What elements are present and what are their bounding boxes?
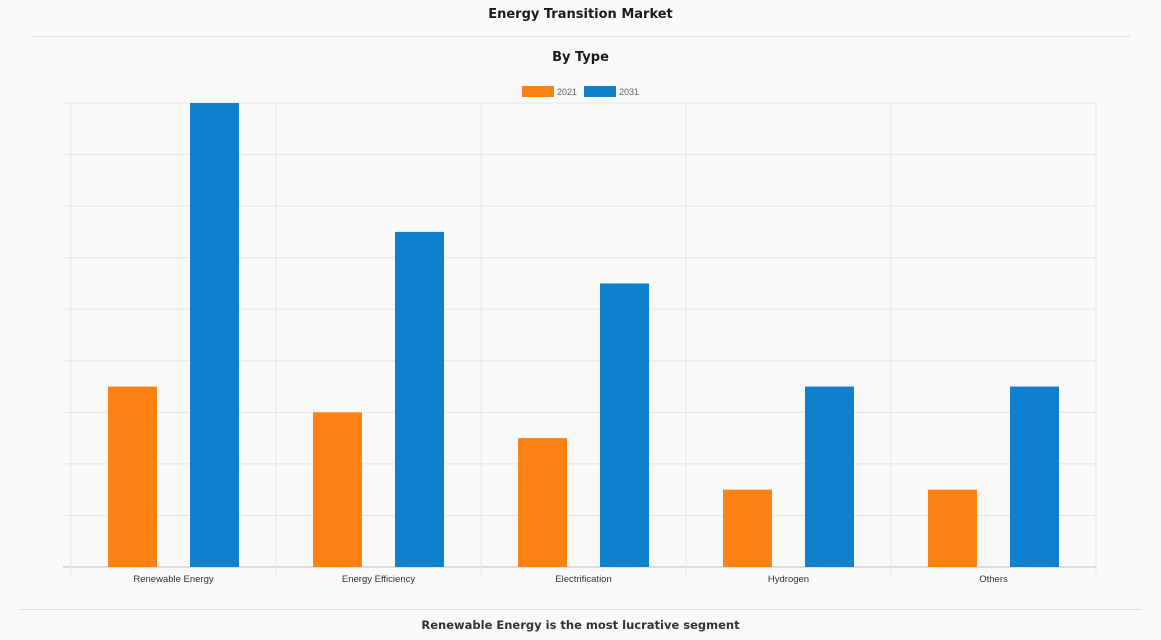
legend-label-2031: 2031	[619, 87, 639, 97]
bar-2031-1	[395, 231, 444, 567]
bar-2021-2	[518, 438, 567, 567]
bar-2021-0	[108, 386, 157, 567]
bar-2031-2	[600, 283, 649, 567]
page-title: Energy Transition Market	[488, 7, 673, 22]
bar-2031-0	[190, 103, 239, 567]
x-tick-label: Energy Efficiency	[342, 574, 415, 585]
chart-subtitle: By Type	[552, 50, 609, 65]
x-tick-label: Renewable Energy	[133, 574, 214, 585]
x-tick-label: Others	[979, 574, 1008, 585]
x-tick-label: Electrification	[555, 574, 612, 585]
legend-swatch-2031	[584, 86, 616, 97]
bar-2021-3	[723, 489, 772, 567]
bar-2021-1	[313, 412, 362, 567]
header-divider	[32, 36, 1130, 37]
x-tick-label: Hydrogen	[768, 574, 809, 585]
chart-caption: Renewable Energy is the most lucrative s…	[421, 618, 740, 632]
legend-swatch-2021	[522, 86, 554, 97]
footer-divider	[21, 609, 1141, 610]
bar-2031-3	[805, 386, 854, 567]
bar-2021-4	[928, 489, 977, 567]
bar-2031-4	[1010, 386, 1059, 567]
legend-label-2021: 2021	[557, 87, 577, 97]
